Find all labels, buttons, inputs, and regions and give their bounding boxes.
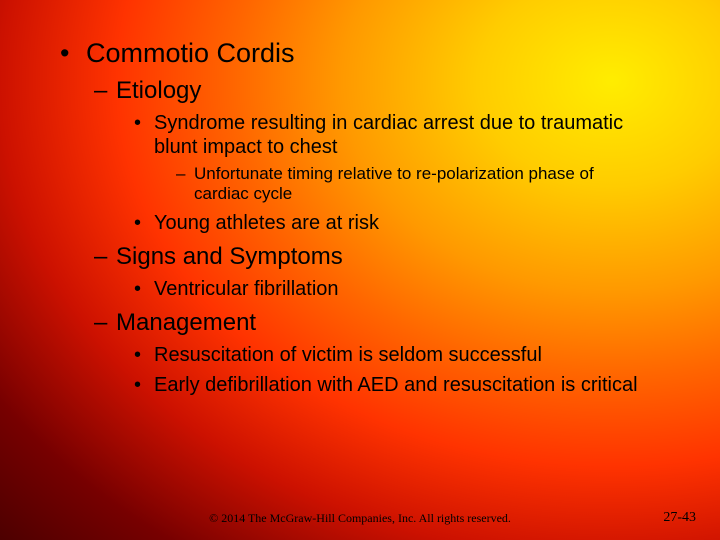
- bullet-l3-resuscitation: Resuscitation of victim is seldom succes…: [154, 343, 670, 367]
- bullet-l3-defibrillation: Early defibrillation with AED and resusc…: [154, 373, 670, 397]
- bullet-l3-athletes: Young athletes are at risk: [154, 211, 670, 235]
- bullet-l2-signs: Signs and Symptoms: [116, 243, 670, 271]
- bullet-l4-timing: Unfortunate timing relative to re-polari…: [194, 164, 670, 205]
- copyright-text: © 2014 The McGraw-Hill Companies, Inc. A…: [0, 511, 720, 526]
- bullet-l2-management: Management: [116, 309, 670, 337]
- slide: Commotio Cordis Etiology Syndrome result…: [0, 0, 720, 540]
- bullet-l1-title: Commotio Cordis: [86, 38, 670, 69]
- bullet-l3-vfib: Ventricular fibrillation: [154, 277, 670, 301]
- bullet-l3-syndrome: Syndrome resulting in cardiac arrest due…: [154, 111, 670, 159]
- page-number: 27-43: [663, 510, 696, 526]
- bullet-l2-etiology: Etiology: [116, 77, 670, 105]
